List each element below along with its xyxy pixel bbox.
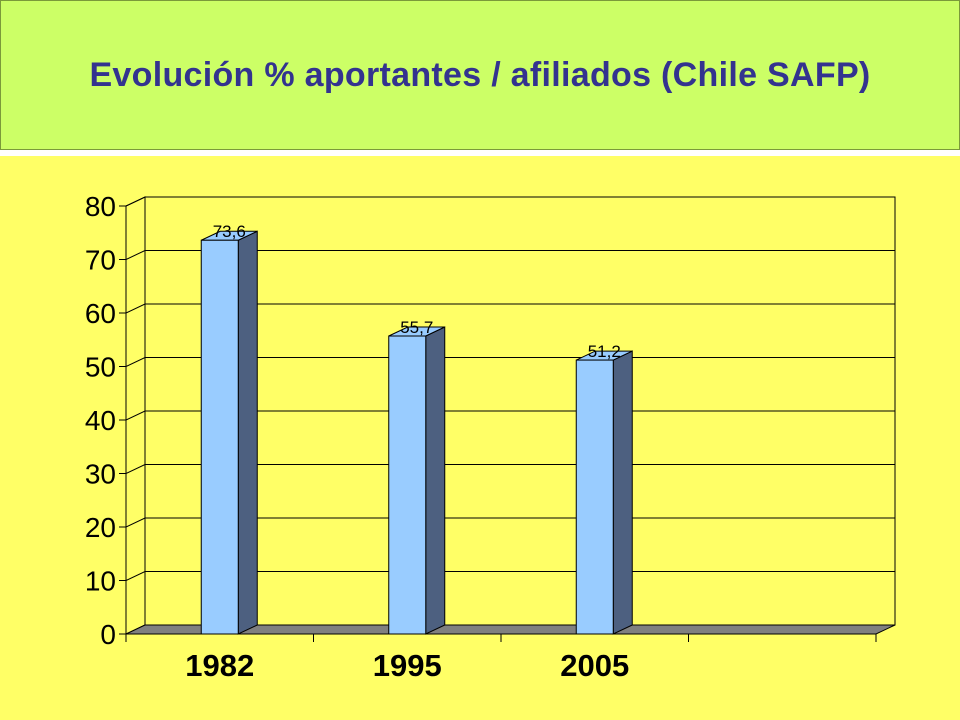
bar-side [612, 350, 633, 635]
y-tick-label: 80 [85, 191, 116, 222]
gridline [125, 303, 895, 314]
y-tick-label: 40 [85, 405, 116, 436]
bar [388, 335, 427, 635]
y-tick-label: 0 [100, 619, 116, 650]
bar-side [425, 326, 446, 635]
gridline [125, 410, 895, 421]
x-tick-label: 1995 [373, 648, 442, 683]
y-tick-label: 60 [85, 298, 116, 329]
gridline [125, 357, 895, 367]
gridline [125, 571, 895, 581]
bar-data-label: 73,6 [213, 222, 246, 241]
gridline [125, 464, 895, 474]
bar-chart: 0 10 20 30 40 50 60 70 80 1982 1995 2005 73,6 55,7 51,… [85, 191, 896, 683]
bar [200, 239, 239, 635]
bar-data-label: 51,2 [588, 342, 621, 361]
page-title: Evolución % aportantes / afiliados (Chil… [89, 55, 871, 94]
x-tick-label: 2005 [560, 648, 629, 683]
x-tick-label: 1982 [185, 648, 254, 683]
y-tick-label: 10 [85, 566, 116, 597]
title-divider [0, 150, 960, 156]
gridline [125, 196, 895, 207]
gridline [125, 517, 895, 528]
bar-side [237, 230, 258, 635]
gridline [125, 250, 895, 260]
bar [575, 359, 614, 635]
title-bar: Evolución % aportantes / afiliados (Chil… [0, 0, 960, 150]
y-tick-label: 30 [85, 459, 116, 490]
y-tick-label: 70 [85, 245, 116, 276]
y-tick-label: 50 [85, 352, 116, 383]
bar-data-label: 55,7 [400, 318, 433, 337]
y-tick-label: 20 [85, 512, 116, 543]
